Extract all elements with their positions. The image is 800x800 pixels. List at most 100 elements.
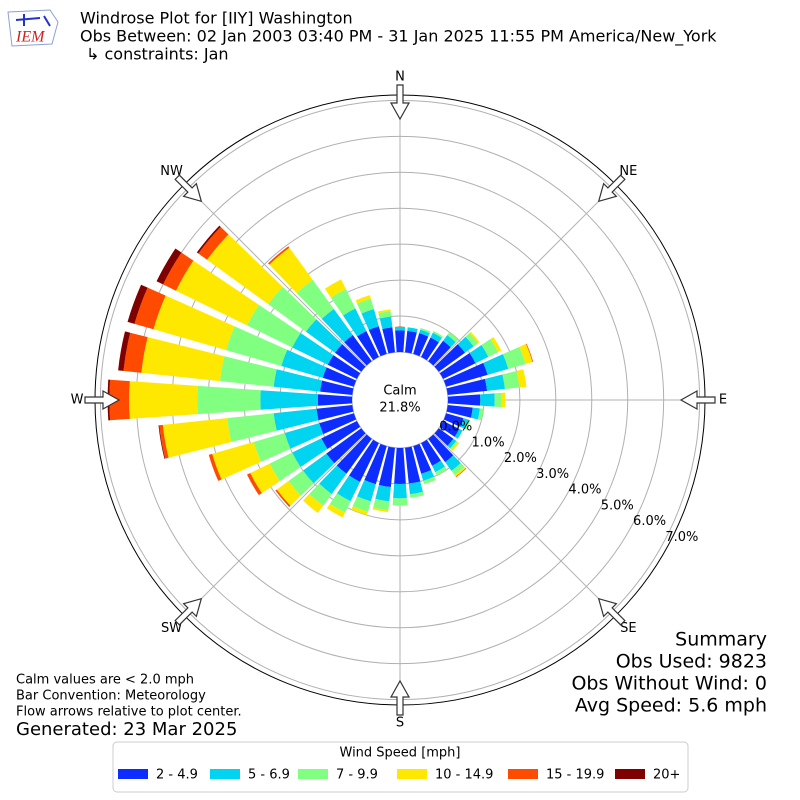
- wind-bar-segment: [159, 424, 169, 459]
- wind-bar-segment: [421, 337, 439, 361]
- wind-bar-segment: [321, 308, 353, 343]
- wind-bar-segment: [469, 331, 480, 344]
- wind-bar-segment: [465, 332, 479, 347]
- wind-bar-segment: [413, 443, 432, 474]
- wind-bar-segment: [454, 428, 463, 439]
- legend-swatch: [397, 769, 427, 779]
- wind-bar-segment: [247, 304, 301, 348]
- wind-bar-segment: [273, 369, 323, 392]
- wind-bar-segment: [435, 466, 447, 476]
- wind-bar-segment: [273, 408, 319, 431]
- wind-bar-segment: [226, 326, 288, 366]
- note: Flow arrows relative to plot center.: [16, 705, 242, 720]
- wind-bar-segment: [368, 326, 387, 357]
- wind-bar-segment: [227, 413, 277, 443]
- wind-bar-segment: [292, 438, 328, 468]
- wind-bar-segment: [134, 287, 166, 330]
- summary: Obs Without Wind: 0: [571, 673, 767, 695]
- wind-bar-segment: [357, 479, 376, 502]
- chart-subtitle: Obs Between: 02 Jan 2003 03:40 PM - 31 J…: [80, 27, 717, 47]
- wind-bar-segment: [451, 441, 460, 451]
- summary: Avg Speed: 5.6 mph: [575, 695, 767, 717]
- wind-bar-segment: [352, 496, 371, 512]
- flow-arrow: [389, 679, 411, 716]
- wind-bar-segment: [284, 423, 324, 449]
- legend-label: 5 - 6.9: [248, 768, 290, 783]
- wind-bar-segment: [303, 453, 335, 484]
- wind-bar-segment: [395, 330, 405, 353]
- summary: Summary: [675, 629, 767, 651]
- wind-bar-segment: [382, 327, 395, 354]
- wind-bar-segment: [349, 439, 379, 482]
- wind-bar-segment: [123, 332, 148, 373]
- generated: Generated: 23 Mar 2025: [16, 719, 237, 740]
- wind-bar-segment: [477, 408, 484, 421]
- legend-label: 2 - 4.9: [156, 768, 198, 783]
- wind-bar-segment: [432, 460, 445, 473]
- wind-bar-segment: [250, 463, 280, 494]
- compass-label: N: [395, 70, 405, 85]
- wind-bar-segment: [357, 298, 374, 314]
- wind-bar-segment: [393, 483, 407, 499]
- grid-spoke: [183, 183, 367, 367]
- wind-bar-segment: [446, 405, 473, 418]
- wind-bar-segment: [207, 234, 283, 305]
- wind-bar-segment: [484, 374, 505, 391]
- wind-bar-segment: [428, 340, 451, 366]
- wind-bar-segment: [372, 507, 389, 513]
- flow-arrow: [174, 174, 203, 203]
- wind-bar-segment: [329, 493, 351, 513]
- flow-arrow: [174, 597, 203, 626]
- ring-label: 6.0%: [633, 514, 666, 529]
- wind-bar-segment: [451, 462, 465, 476]
- compass-label: NW: [160, 164, 183, 179]
- wind-bar-segment: [288, 470, 314, 496]
- wind-bar-segment: [118, 331, 131, 371]
- wind-bar-segment: [175, 260, 259, 326]
- wind-bar-segment: [420, 327, 431, 334]
- wind-bar-segment: [197, 385, 261, 415]
- wind-bar-segment: [305, 319, 343, 353]
- flow-arrow: [84, 389, 121, 411]
- wind-bar-segment: [445, 455, 461, 471]
- wind-bar-segment: [480, 393, 495, 407]
- wind-bar-segment: [327, 355, 361, 379]
- wind-bar-segment: [394, 326, 406, 331]
- wind-bar-segment: [423, 476, 436, 485]
- flow-arrow: [597, 174, 626, 203]
- wind-bar-segment: [443, 362, 488, 387]
- note: Bar Convention: Meteorology: [16, 689, 206, 704]
- ring-label: 7.0%: [665, 530, 698, 545]
- wind-bar-segment: [162, 418, 232, 458]
- ring-label: 2.0%: [504, 451, 537, 466]
- wind-bar-segment: [292, 332, 334, 365]
- calm-label: Calm: [383, 384, 416, 399]
- wind-bar-segment: [326, 503, 346, 518]
- wind-bar-segment: [320, 380, 354, 395]
- legend-box: [112, 741, 689, 793]
- wind-bar-segment: [302, 493, 324, 513]
- wind-bar-segment: [481, 338, 499, 357]
- note: Calm values are < 2.0 mph: [16, 673, 194, 688]
- legend-label: 7 - 9.9: [336, 768, 378, 783]
- wind-bar-segment: [276, 481, 301, 506]
- wind-bar-segment: [260, 390, 319, 410]
- wind-bar-segment: [208, 453, 222, 481]
- wind-bar-segment: [219, 356, 277, 387]
- wind-bar-segment: [469, 345, 489, 364]
- wind-bar-segment: [141, 337, 225, 382]
- wind-bar-segment: [321, 421, 361, 449]
- wind-bar-segment: [450, 440, 458, 450]
- compass-label: W: [71, 393, 84, 408]
- wind-bar-segment: [434, 344, 466, 372]
- flow-arrow: [389, 84, 411, 121]
- compass-label: E: [719, 393, 727, 408]
- wind-bar-segment: [502, 346, 526, 369]
- wind-bar-segment: [281, 349, 327, 378]
- compass-label: SW: [161, 621, 182, 636]
- wind-bar-segment: [460, 418, 469, 430]
- wind-bar-segment: [483, 354, 509, 375]
- grid-spoke: [433, 433, 617, 617]
- wind-bar-segment: [319, 413, 357, 435]
